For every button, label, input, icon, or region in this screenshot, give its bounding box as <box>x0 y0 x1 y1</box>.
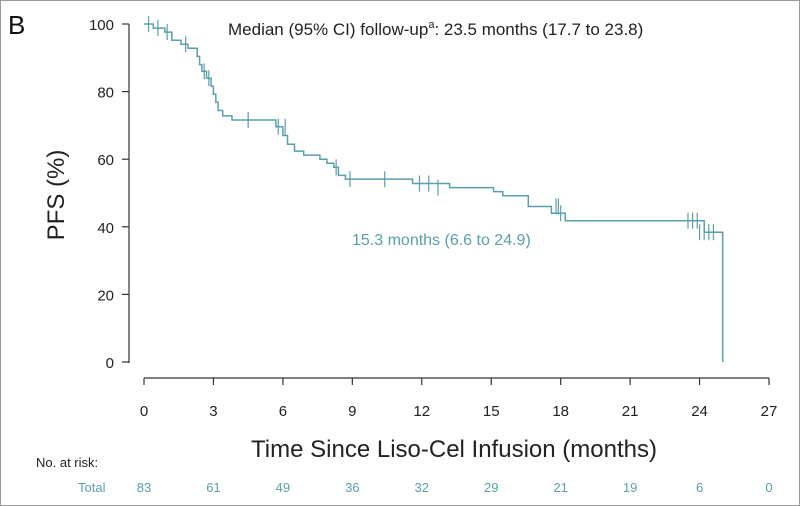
x-tick-label: 12 <box>413 403 430 420</box>
x-tick-label: 27 <box>761 403 778 420</box>
risk-count: 49 <box>276 480 290 495</box>
risk-table-row-label: Total <box>78 480 106 495</box>
x-tick-label: 21 <box>622 403 639 420</box>
y-tick-label: 100 <box>89 17 114 34</box>
y-tick-label: 40 <box>97 220 114 237</box>
x-tick-label: 6 <box>279 403 287 420</box>
km-curve-group <box>144 23 724 362</box>
y-ticks: 0 20 40 60 80 100 <box>89 17 129 372</box>
censor-marks <box>148 16 715 241</box>
median-annotation: 15.3 months (6.6 to 24.9) <box>352 232 531 249</box>
risk-table-header: No. at risk: <box>36 455 98 470</box>
followup-annotation: Median (95% CI) follow-upa: 23.5 months … <box>228 19 643 39</box>
x-tick-label: 0 <box>140 403 148 420</box>
risk-count: 32 <box>415 480 429 495</box>
x-tick-label: 24 <box>691 403 708 420</box>
risk-count: 21 <box>553 480 567 495</box>
km-curve <box>144 23 724 362</box>
x-axis-label: Time Since Liso-Cel Infusion (months) <box>251 436 657 463</box>
risk-count: 19 <box>623 480 637 495</box>
x-tick-label: 15 <box>483 403 500 420</box>
panel-label: B <box>8 10 25 40</box>
x-tick-label: 18 <box>552 403 569 420</box>
risk-count: 29 <box>484 480 498 495</box>
x-tick-label: 3 <box>209 403 217 420</box>
y-tick-label: 0 <box>106 355 114 372</box>
y-tick-label: 20 <box>97 287 114 304</box>
risk-count: 0 <box>765 480 772 495</box>
risk-table-values: 83 61 49 36 32 29 21 19 6 0 <box>137 480 773 495</box>
risk-count: 61 <box>206 480 220 495</box>
risk-count: 83 <box>137 480 151 495</box>
y-tick-label: 60 <box>97 152 114 169</box>
x-tick-label: 9 <box>348 403 356 420</box>
risk-count: 6 <box>696 480 703 495</box>
y-axis-label: PFS (%) <box>43 150 70 241</box>
x-ticks: 0 3 6 9 12 15 18 21 24 27 <box>140 378 778 420</box>
y-tick-label: 80 <box>97 85 114 102</box>
risk-count: 36 <box>345 480 359 495</box>
